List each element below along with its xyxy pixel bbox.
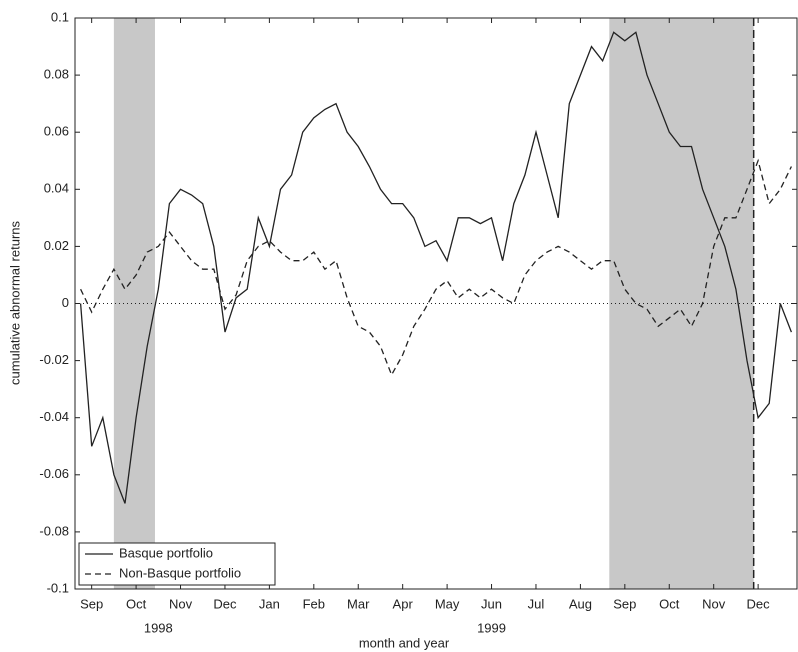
x-tick-label: Sep [613, 596, 636, 611]
x-tick-label: Jun [481, 596, 502, 611]
x-tick-label: Jul [528, 596, 545, 611]
y-tick-label: -0.08 [39, 523, 69, 538]
x-tick-label: Feb [303, 596, 325, 611]
x-tick-label: Oct [126, 596, 147, 611]
x-tick-label: Apr [393, 596, 414, 611]
year-label: 1998 [144, 620, 173, 635]
x-axis-label: month and year [359, 635, 450, 650]
y-tick-label: 0.1 [51, 9, 69, 24]
x-tick-label: Oct [659, 596, 680, 611]
highlight-span [113, 18, 155, 589]
y-tick-label: 0.08 [44, 67, 69, 82]
x-tick-label: Dec [747, 596, 771, 611]
y-tick-label: -0.06 [39, 466, 69, 481]
x-tick-label: Nov [169, 596, 193, 611]
series-line [79, 31, 793, 504]
year-label: 1999 [477, 620, 506, 635]
x-tick-label: Dec [213, 596, 237, 611]
x-tick-label: Nov [702, 596, 726, 611]
y-axis-label: cumulative abnormal returns [7, 220, 22, 385]
highlight-span [609, 18, 754, 589]
y-tick-label: -0.1 [47, 580, 69, 595]
y-tick-label: -0.02 [39, 352, 69, 367]
x-tick-label: Jan [259, 596, 280, 611]
plot-frame [74, 17, 798, 590]
x-tick-label: Mar [347, 596, 370, 611]
y-tick-label: 0.04 [44, 181, 69, 196]
y-tick-label: -0.04 [39, 409, 69, 424]
x-tick-label: May [435, 596, 460, 611]
legend-label: Non-Basque portfolio [119, 565, 241, 580]
y-tick-label: 0.02 [44, 238, 69, 253]
legend-label: Basque portfolio [119, 545, 213, 560]
y-tick-label: 0 [62, 295, 69, 310]
legend-box [78, 542, 276, 586]
series-line [80, 158, 792, 377]
x-tick-label: Aug [569, 596, 592, 611]
y-tick-label: 0.06 [44, 124, 69, 139]
x-tick-label: Sep [80, 596, 103, 611]
